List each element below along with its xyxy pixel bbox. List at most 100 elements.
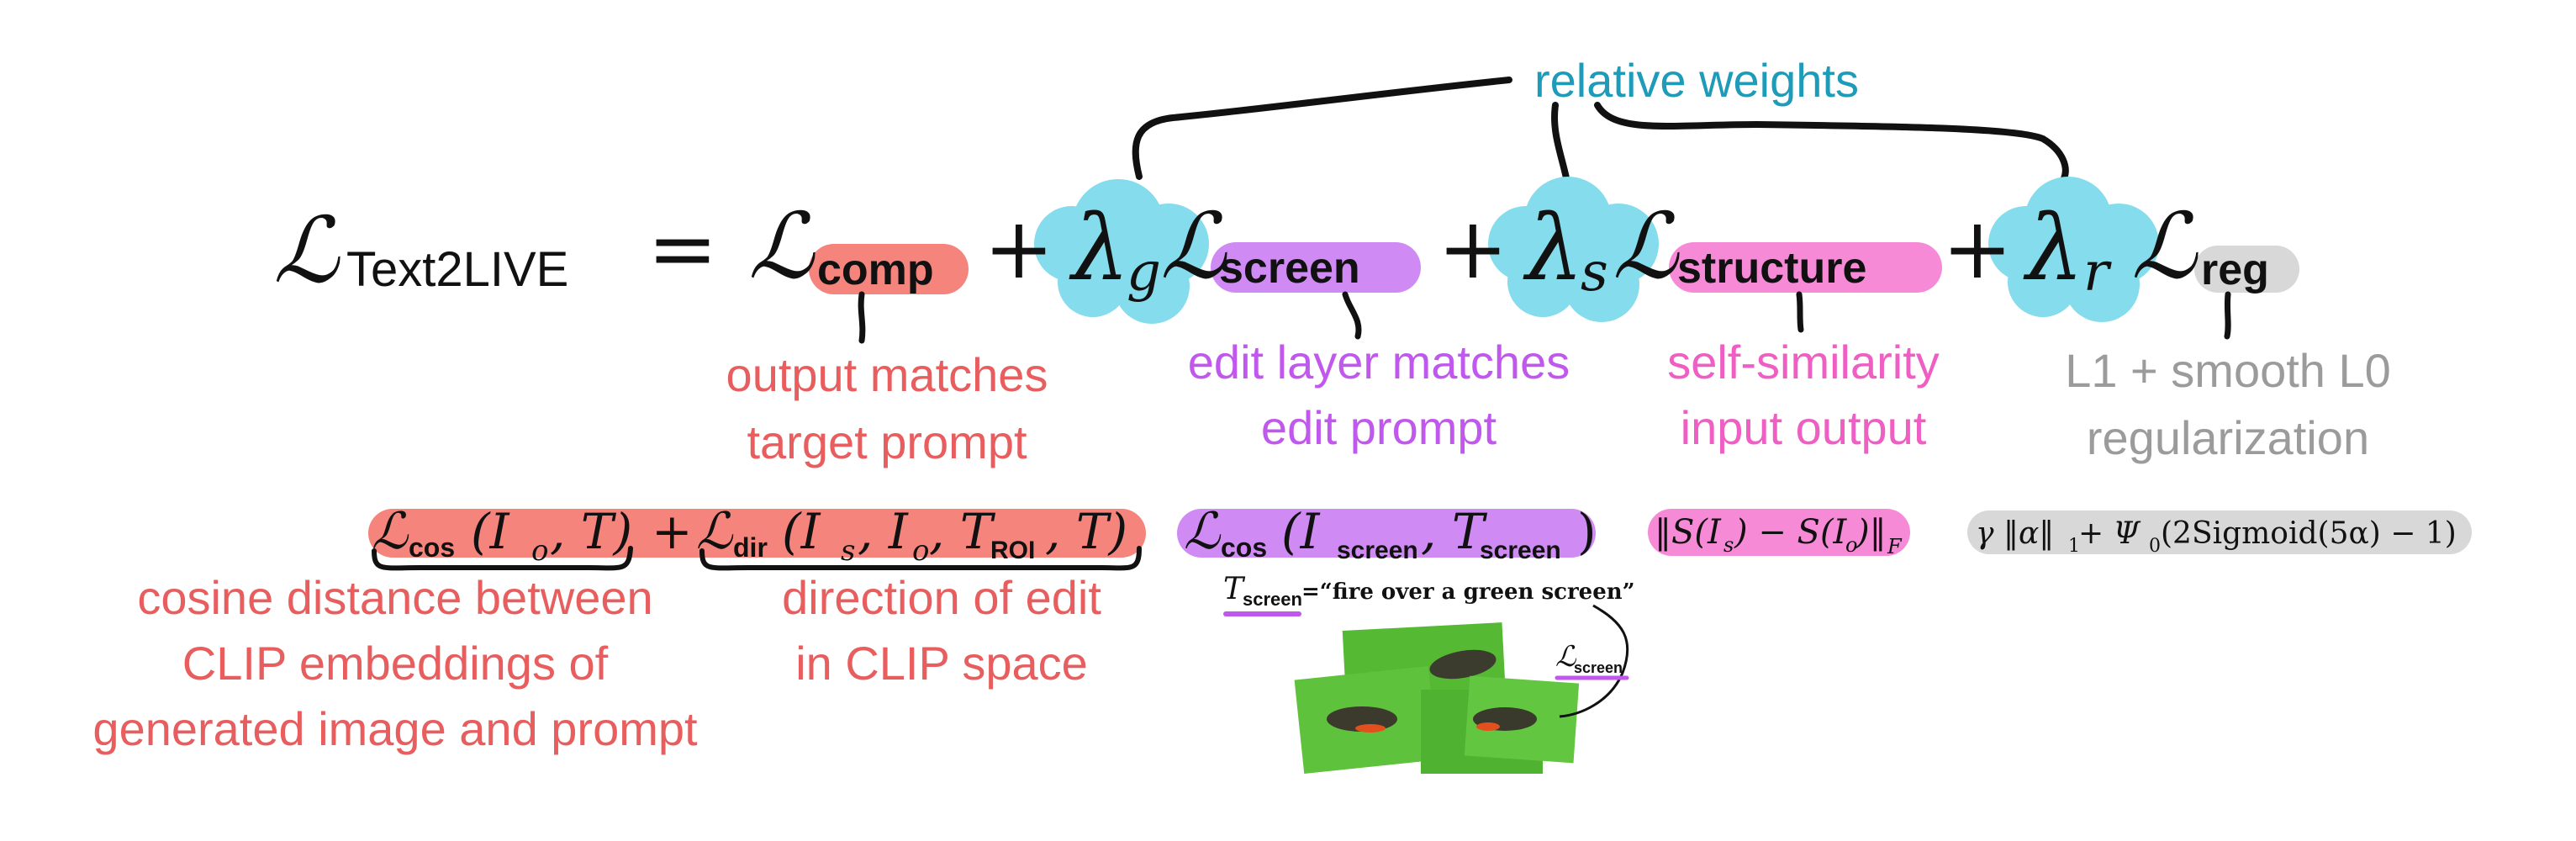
dir-note-line1: direction of edit [782,571,1101,624]
reg-expr-1: 1 [2068,536,2080,557]
structure-loss-symbol: ℒ [1613,194,1680,299]
structure-expr-o: o [1845,533,1857,557]
main-equation: ℒ Text2LIVE = ℒ comp + λ g ℒ screen + λ … [273,194,2269,304]
comp-plus: + [652,503,693,560]
comp-dir-s-sub: s [841,534,855,568]
lambda-s: λ [1523,196,1583,301]
reg-expr-end: (2Sigmoid(5α) − 1) [2161,516,2457,551]
structure-expr-mid: ) − S(I [1734,513,1848,552]
plus-sign-1: + [984,199,1054,298]
l-screen-symbol: ℒ [1555,640,1577,674]
term-ticks [858,291,2231,344]
comp-tick [858,291,866,344]
screen-arc [1559,604,1629,718]
plus-sign-2: + [1438,199,1508,298]
structure-expr-F: F [1887,535,1903,558]
dir-note-line2: in CLIP space [795,637,1088,690]
comp-dir-o-sub: o [912,534,929,568]
comp-cos-symbol: ℒ [372,502,409,561]
expansion-row: ℒ cos (I o , T) + ℒ dir (I s , I o , T R… [372,502,2457,568]
screen-prompt: =“fire over a green screen” [1301,579,1635,605]
brace-notes: cosine distance between CLIP embeddings … [92,571,1101,755]
reg-desc-line2: regularization [2087,411,2369,464]
reg-desc-line1: L1 + smooth L0 [2065,344,2391,397]
bracket-to-lambda-g [1132,77,1512,180]
expansion-braces [372,546,1142,571]
screen-cos-close: ) [1577,503,1597,560]
comp-dir-mid2: , T [929,503,996,560]
l-screen-sub: screen [1574,659,1623,676]
comp-dir-mid: , I [858,503,909,560]
lambda-r-subscript: r [2083,241,2112,304]
lambda-g: λ [1069,196,1129,301]
screen-cos-sub: cos [1221,532,1267,563]
comp-desc-line2: target prompt [747,415,1027,468]
comp-cos-args: (I [471,503,510,560]
bracket-to-lambda-r [1594,102,2069,182]
lambda-s-subscript: s [1581,241,1608,304]
lhs-symbol: ℒ [273,198,340,304]
comp-dir-end: , T) [1045,503,1127,560]
green-screen-images [1294,622,1580,775]
screen-cos-t-sub: screen [1480,537,1561,564]
screen-cos-symbol: ℒ [1184,502,1222,561]
plus-sign-3: + [1942,199,2013,298]
cos-note-line2: CLIP embeddings of [182,637,609,690]
structure-highlight [1669,242,1942,293]
comp-dir-sub: dir [733,532,768,563]
equals-sign: = [647,199,718,298]
cos-brace [372,546,633,571]
fire-glow-left [1355,724,1386,733]
screen-tick [1342,291,1362,340]
structure-expr-a: ‖S(I [1655,513,1722,552]
reg-loss-symbol: ℒ [2131,194,2199,299]
comp-dir-roi-sub: ROI [990,537,1035,564]
screen-cos-open: (I [1281,503,1321,560]
cloud-lambda-g [1034,179,1209,324]
screen-subscript: screen [1219,244,1360,293]
t-screen-sub: screen [1243,589,1302,610]
comp-dir-args: (I [782,503,821,560]
reg-tick [2224,291,2231,340]
fire-glow-right [1476,722,1500,731]
lambda-r: λ [2023,196,2083,301]
lhs-subscript: Text2LIVE [346,242,568,297]
cos-note-line1: cosine distance between [137,571,652,624]
cos-note-line3: generated image and prompt [92,702,698,755]
screen-cos-mid: , T [1421,503,1488,560]
comp-loss-symbol: ℒ [748,194,816,299]
reg-highlight [2194,246,2299,293]
reg-expr-rest: + Ψ [2078,516,2141,551]
reg-expansion-highlight [1967,510,2472,554]
reg-expr-0: 0 [2149,536,2161,557]
comp-cos-args-rest: , T) [550,503,632,560]
structure-expr-s: s [1723,533,1734,557]
screen-desc-line1: edit layer matches [1188,336,1570,389]
bracket-to-lambda-s [1551,102,1571,190]
t-screen-symbol: T [1223,572,1246,606]
comp-expansion-highlight [368,509,1146,558]
screen-loss-symbol: ℒ [1160,194,1227,299]
comp-desc-line1: output matches [726,348,1048,401]
fire-blob-back [1429,649,1497,680]
dir-brace [699,546,1142,571]
descriptions: output matches target prompt edit layer … [726,336,2391,468]
structure-subscript: structure [1677,244,1866,293]
comp-highlight [809,244,969,294]
comp-subscript: comp [817,246,934,294]
structure-tick [1796,291,1804,333]
screen-expansion-highlight [1177,509,1596,558]
reg-expr-a: γ ‖α‖ [1976,516,2054,551]
relative-weights-label: relative weights [1534,54,1859,107]
structure-expr-end: )‖ [1855,513,1887,552]
screen-highlight [1211,242,1421,293]
structure-desc-line2: input output [1681,401,1927,454]
comp-cos-args-sub: o [531,534,548,568]
green-screen-example: T screen =“fire over a green screen” ℒ s… [1223,572,1635,775]
structure-desc-line1: self-similarity [1667,336,1940,389]
structure-expansion-highlight [1648,509,1910,556]
screen-desc-line2: edit prompt [1261,401,1497,454]
screen-cos-i-sub: screen [1337,537,1418,564]
comp-cos-sub: cos [409,532,455,563]
